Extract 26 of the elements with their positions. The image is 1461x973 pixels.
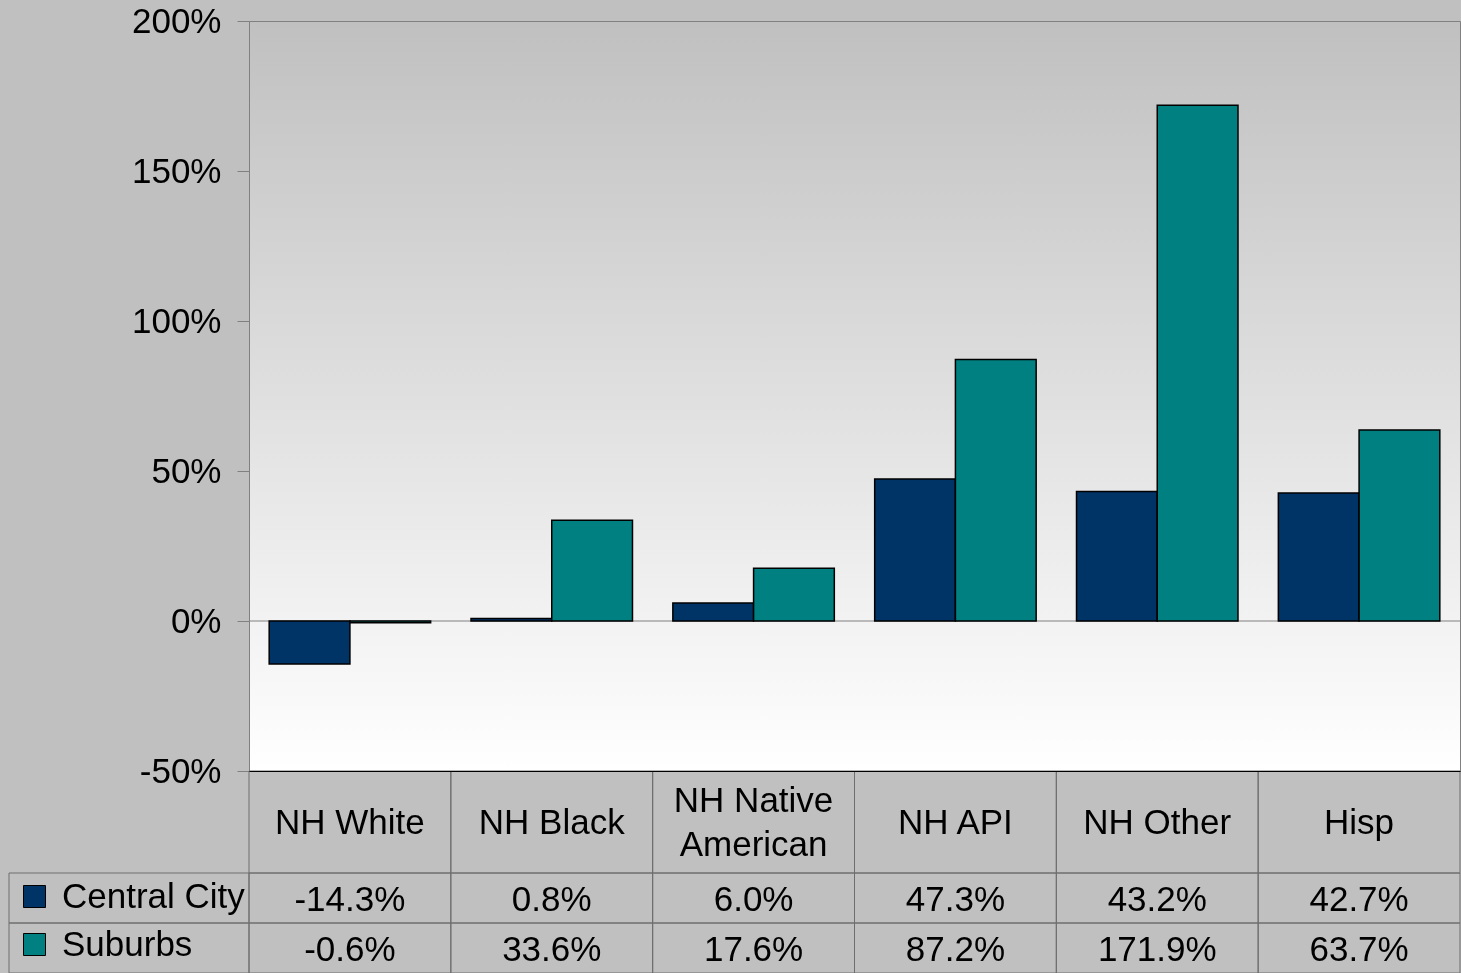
data-label: 33.6% — [502, 929, 602, 968]
y-tick-label: -50% — [139, 750, 222, 790]
y-tick-label: 150% — [131, 150, 222, 190]
data-label: 63.7% — [1309, 929, 1409, 968]
x-tick-label: NH White — [275, 801, 425, 841]
y-tick-label: 200% — [131, 0, 222, 40]
y-tick-label: 0% — [170, 600, 222, 640]
legend-label: Suburbs — [62, 923, 193, 963]
y-tick-label: 50% — [151, 450, 222, 490]
data-label: 43.2% — [1107, 879, 1207, 918]
x-tick-label: NH Native American — [673, 779, 834, 863]
data-label: 87.2% — [905, 929, 1006, 968]
x-tick-label: Hisp — [1324, 801, 1395, 841]
data-label: 0.8% — [511, 879, 592, 918]
x-tick-label: NH API — [898, 801, 1013, 841]
data-label: 42.7% — [1309, 879, 1409, 918]
data-label: -14.3% — [294, 879, 406, 918]
data-label: -0.6% — [304, 929, 396, 968]
x-tick-label: NH Other — [1083, 801, 1232, 841]
x-tick-label: NH Black — [478, 801, 626, 841]
y-tick-label: 100% — [131, 300, 222, 340]
legend-label: Central City — [62, 875, 246, 915]
data-label: 6.0% — [713, 879, 794, 918]
data-label: 171.9% — [1097, 929, 1217, 968]
data-label: 17.6% — [703, 929, 804, 968]
data-label: 47.3% — [905, 879, 1006, 918]
